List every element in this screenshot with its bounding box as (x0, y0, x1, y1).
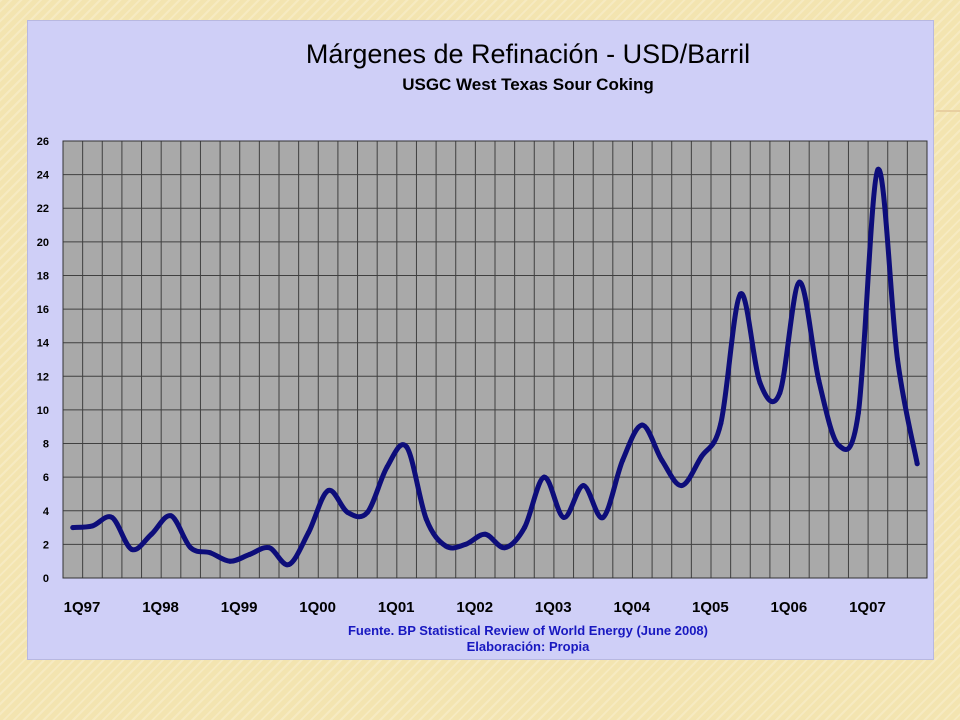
data-point (227, 558, 233, 564)
y-tick-label: 10 (37, 405, 49, 417)
data-point (580, 483, 586, 489)
line-chart: Márgenes de Refinación - USD/Barril USGC… (37, 39, 928, 654)
data-point (836, 442, 842, 448)
x-tick-label: 1Q97 (64, 599, 101, 616)
y-tick-label: 18 (37, 270, 49, 282)
y-tick-label: 12 (37, 371, 49, 383)
data-point (463, 541, 469, 547)
data-point (541, 474, 547, 480)
chart-title: Márgenes de Refinación - USD/Barril (306, 39, 750, 69)
y-tick-label: 22 (37, 203, 49, 215)
data-point (855, 410, 861, 416)
series-group (70, 167, 920, 568)
data-point (757, 380, 763, 386)
data-point (109, 514, 115, 520)
data-point (620, 457, 626, 463)
y-tick-label: 14 (37, 338, 50, 350)
data-point (384, 464, 390, 470)
data-point (286, 562, 292, 568)
y-tick-label: 8 (43, 439, 49, 451)
decorative-line (936, 110, 960, 112)
data-point (737, 291, 743, 297)
y-tick-label: 2 (43, 539, 49, 551)
data-point (207, 550, 213, 556)
data-point (148, 531, 154, 537)
author-note: Elaboración: Propia (467, 639, 591, 654)
x-tick-label: 1Q00 (299, 599, 336, 616)
plot-border (62, 140, 928, 579)
x-tick-label: 1Q05 (692, 599, 729, 616)
x-tick-label: 1Q98 (142, 599, 179, 616)
x-tick-label: 1Q07 (849, 599, 886, 616)
data-point (129, 546, 135, 552)
data-point (521, 525, 527, 531)
gridlines (62, 140, 928, 579)
data-point (718, 420, 724, 426)
chart-area: Márgenes de Refinación - USD/Barril USGC… (27, 20, 934, 660)
data-point (364, 509, 370, 515)
data-point (89, 523, 95, 529)
x-tick-label: 1Q03 (535, 599, 572, 616)
data-point (895, 357, 901, 362)
data-point (639, 422, 645, 428)
data-point (325, 488, 331, 494)
data-point (600, 514, 606, 520)
x-tick-label: 1Q01 (378, 599, 415, 616)
chart-subtitle: USGC West Texas Sour Coking (402, 75, 654, 94)
x-axis: 1Q97 1Q98 1Q99 1Q00 1Q01 1Q02 1Q03 1Q04 1Q05 1Q06… (64, 599, 886, 616)
x-tick-label: 1Q99 (221, 599, 258, 616)
x-tick-label: 1Q02 (456, 599, 493, 616)
data-point (777, 390, 783, 396)
data-point (659, 457, 665, 463)
data-point (816, 378, 822, 384)
data-point (679, 483, 685, 489)
data-point (443, 543, 449, 549)
data-point (188, 545, 194, 551)
data-point (404, 444, 410, 450)
data-point (698, 454, 704, 460)
y-tick-label: 0 (43, 573, 49, 585)
data-point (875, 167, 881, 173)
y-tick-label: 16 (37, 304, 49, 316)
x-tick-label: 1Q04 (613, 599, 650, 616)
data-point (168, 513, 174, 519)
y-tick-label: 24 (37, 170, 50, 182)
y-tick-label: 6 (43, 472, 49, 484)
data-point (561, 514, 567, 520)
data-point (914, 461, 920, 467)
y-tick-label: 26 (37, 136, 49, 148)
data-point (305, 530, 311, 536)
y-tick-label: 4 (43, 506, 50, 518)
source-note: Fuente. BP Statistical Review of World E… (348, 623, 708, 638)
data-point (266, 545, 272, 551)
x-tick-label: 1Q06 (771, 599, 808, 616)
data-point (345, 509, 351, 515)
data-point (423, 516, 429, 522)
data-point (247, 551, 253, 557)
y-tick-label: 20 (37, 237, 49, 249)
data-point (70, 525, 76, 531)
data-point (482, 531, 488, 537)
data-point (502, 545, 508, 551)
data-point (796, 279, 802, 285)
